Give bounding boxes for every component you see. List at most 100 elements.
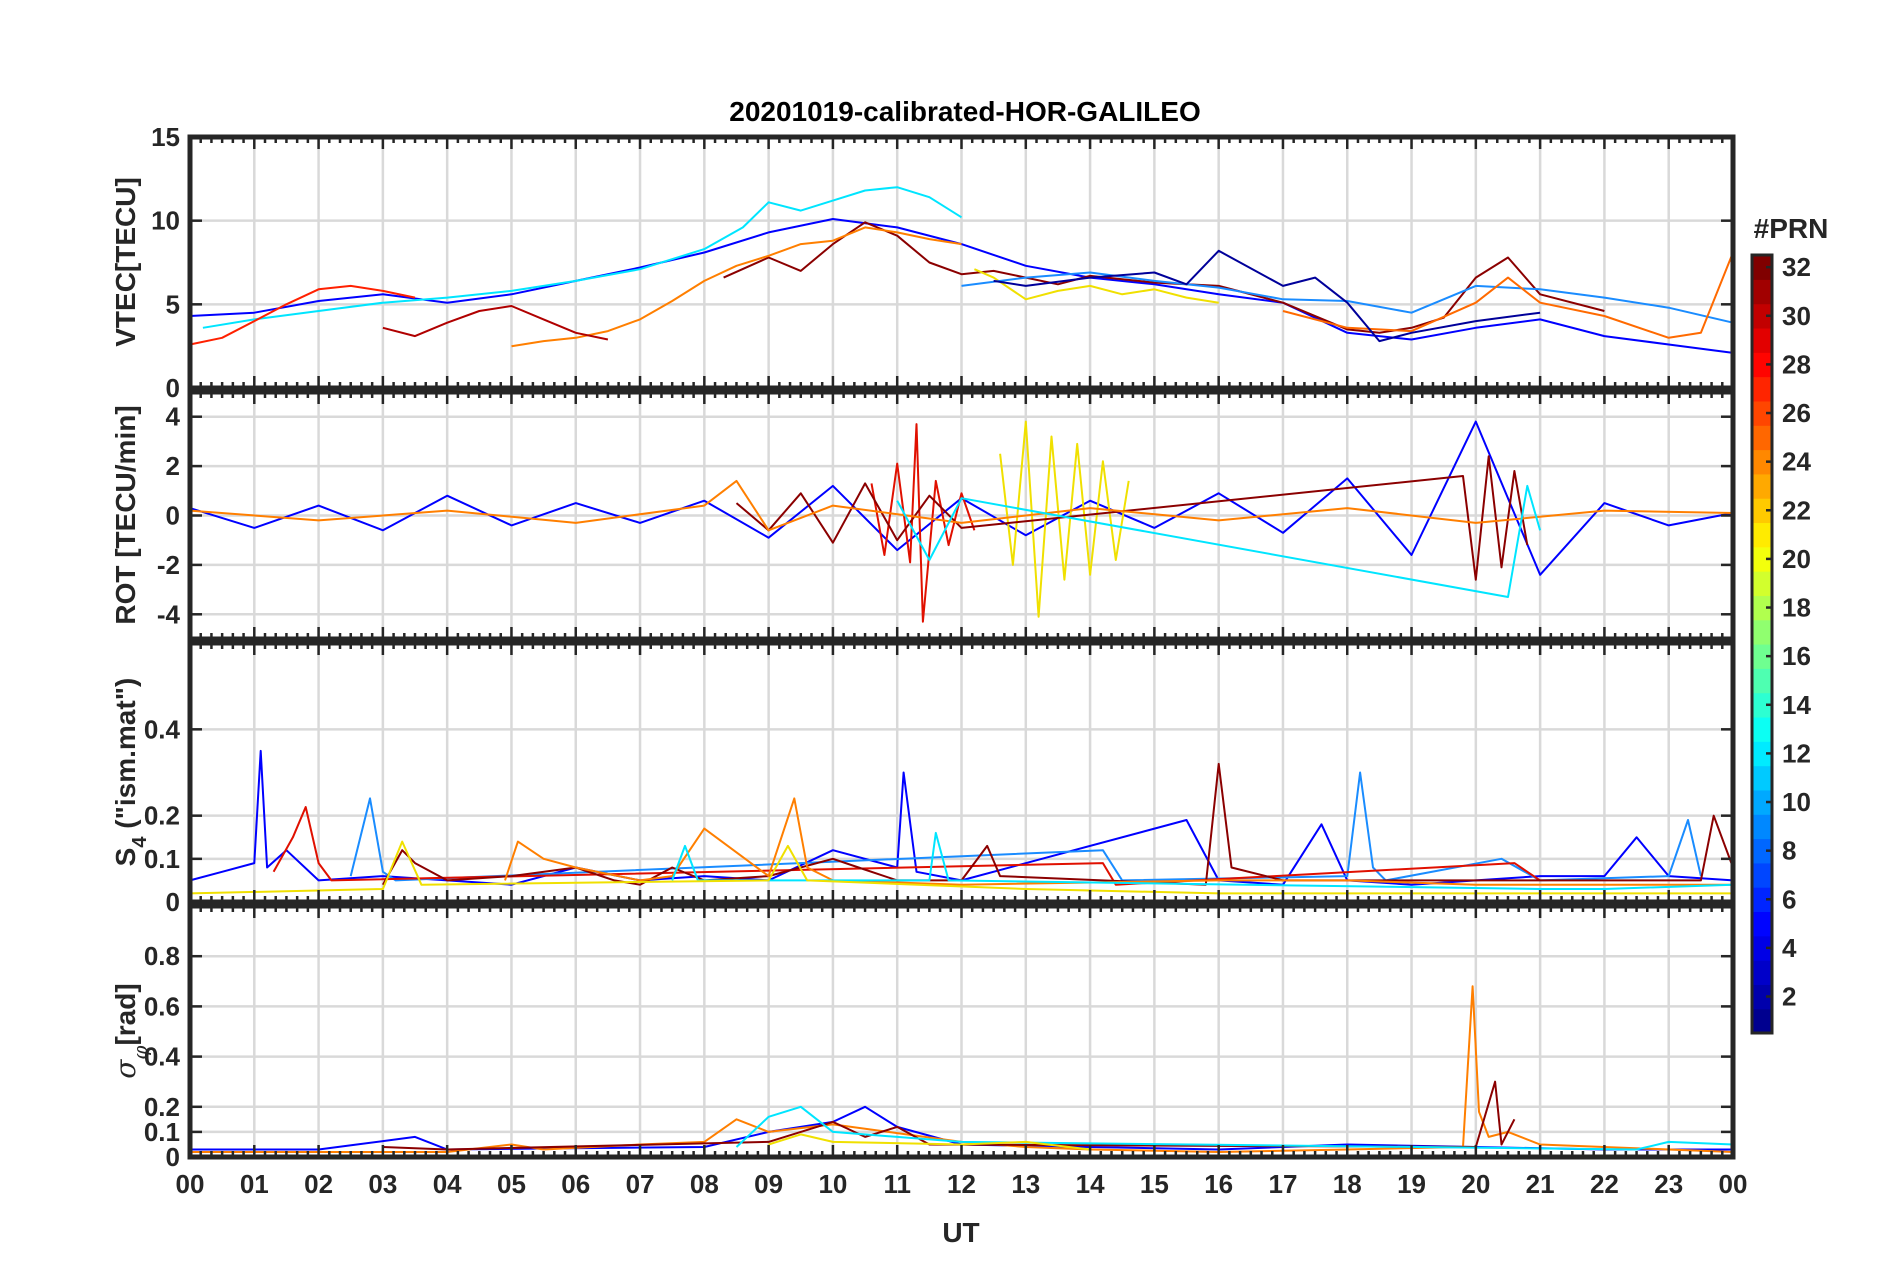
colorbar-band — [1752, 498, 1772, 524]
colorbar-band — [1752, 668, 1772, 694]
sigma-phi-y-tick-label: 0.1 — [144, 1117, 180, 1147]
colorbar-band — [1752, 376, 1772, 402]
colorbar-tick-label: 18 — [1782, 593, 1811, 623]
rot-series — [189, 420, 1734, 623]
x-tick-label: 14 — [1076, 1169, 1105, 1199]
colorbar-band — [1752, 887, 1772, 913]
x-tick-label: 04 — [433, 1169, 462, 1199]
vtec-axes-frame — [187, 134, 1736, 391]
sigma-phi-y-tick-label: 0.4 — [144, 1042, 181, 1072]
x-tick-label: 00 — [176, 1169, 205, 1199]
x-tick-label: 18 — [1333, 1169, 1362, 1199]
rot-panel: -4 -2 0 2 4 ROT [TECU/min] — [110, 389, 1736, 642]
sigma-phi-axes-frame — [187, 903, 1736, 1160]
x-axis-label: UT — [942, 1217, 979, 1248]
colorbar-band — [1752, 522, 1772, 548]
colorbar-band — [1752, 279, 1772, 305]
vtec-series-prn-2 — [993, 249, 1541, 343]
colorbar-band — [1752, 838, 1772, 864]
colorbar-band — [1752, 546, 1772, 572]
colorbar-tick-label: 22 — [1782, 495, 1811, 525]
x-tick-labels: 00 01 02 03 04 05 06 07 08 09 10 11 12 13 14 15 16 17 18 19… — [176, 1169, 1748, 1199]
x-tick-label: 06 — [561, 1169, 590, 1199]
rot-ticks: -4 -2 0 2 4 — [157, 392, 1735, 639]
sigma-phi-panel: 00.10.20.40.60.8 σφ[rad] — [109, 903, 1736, 1172]
colorbar-band — [1752, 400, 1772, 426]
vtec-y-tick-label: 10 — [151, 206, 180, 236]
x-tick-label: 22 — [1590, 1169, 1619, 1199]
s4-series-prn-11 — [671, 831, 1734, 890]
colorbar-band — [1752, 425, 1772, 451]
colorbar-tick-label: 28 — [1782, 349, 1811, 379]
sigma-phi-series-prn-21 — [768, 1133, 1091, 1151]
colorbar-band — [1752, 644, 1772, 669]
x-tick-label: 09 — [754, 1169, 783, 1199]
colorbar-tick-label: 26 — [1782, 398, 1811, 428]
vtec-y-label: VTEC[TECU] — [110, 177, 141, 347]
rot-grid — [190, 392, 1733, 639]
s4-series-prn-21 — [189, 840, 1733, 895]
s4-series-prn-31 — [382, 762, 1734, 886]
x-tick-label: 21 — [1526, 1169, 1555, 1199]
colorbar-band — [1752, 327, 1772, 353]
s4-panel: 0 0.1 0.2 0.4 S4 ("ism.mat") — [110, 640, 1736, 917]
x-tick-label: 01 — [240, 1169, 269, 1199]
colorbar-tick-label: 24 — [1782, 447, 1811, 477]
colorbar-band — [1752, 449, 1772, 475]
vtec-series-prn-11 — [202, 186, 963, 329]
colorbar-band — [1752, 473, 1772, 499]
vtec-y-tick-label: 0 — [166, 373, 180, 403]
s4-series-prn-24 — [504, 797, 1733, 886]
x-tick-label: 13 — [1011, 1169, 1040, 1199]
vtec-y-tick-label: 5 — [166, 289, 180, 319]
colorbar-band — [1752, 862, 1772, 888]
x-tick-label: 02 — [304, 1169, 333, 1199]
colorbar-tick-label: 16 — [1782, 641, 1811, 671]
vtec-ticks: 0 5 10 15 — [151, 122, 1735, 403]
colorbar-band — [1752, 765, 1772, 791]
colorbar-band — [1752, 255, 1772, 280]
x-tick-label: 17 — [1268, 1169, 1297, 1199]
rot-y-tick-label: -4 — [157, 599, 181, 629]
x-tick-label: 11 — [883, 1169, 911, 1199]
vtec-series-prn-24 — [511, 226, 962, 348]
colorbar-band — [1752, 352, 1772, 378]
colorbar-tick-label: 20 — [1782, 544, 1811, 574]
vtec-grid — [190, 137, 1733, 388]
sigma-phi-y-tick-label: 0 — [166, 1142, 180, 1172]
vtec-series-prn-9 — [961, 271, 1734, 324]
rot-y-tick-label: -2 — [157, 550, 180, 580]
vtec-series-prn-30 — [382, 305, 609, 341]
vtec-series — [189, 186, 1734, 354]
s4-series-prn-9 — [349, 771, 1702, 882]
colorbar-band — [1752, 595, 1772, 621]
colorbar-band — [1752, 303, 1772, 329]
s4-axes-frame — [187, 640, 1736, 905]
colorbar-tick-label: 4 — [1782, 933, 1797, 963]
sigma-phi-y-tick-label: 0.2 — [144, 1092, 180, 1122]
colorbar-band — [1752, 814, 1772, 840]
x-tick-label: 19 — [1397, 1169, 1426, 1199]
colorbar-tick-label: 30 — [1782, 301, 1811, 331]
colorbar-band — [1752, 789, 1772, 815]
s4-y-tick-label: 0.1 — [144, 844, 180, 874]
rot-axes-frame — [187, 389, 1736, 642]
colorbar-frame — [1750, 253, 1774, 1035]
sigma-phi-grid — [190, 906, 1733, 1157]
colorbar-tick-label: 14 — [1782, 690, 1811, 720]
x-tick-label: 15 — [1140, 1169, 1169, 1199]
colorbar-tick-label: 32 — [1782, 252, 1811, 282]
s4-y-tick-label: 0.4 — [144, 714, 181, 744]
x-tick-label: 16 — [1204, 1169, 1233, 1199]
x-tick-label: 20 — [1461, 1169, 1490, 1199]
vtec-series-prn-27 — [189, 284, 416, 346]
colorbar-tick-label: 10 — [1782, 787, 1811, 817]
colorbar-band — [1752, 911, 1772, 937]
rot-series-prn-24 — [189, 479, 1734, 532]
rot-series-prn-21 — [999, 420, 1130, 618]
rot-series-prn-27 — [870, 423, 976, 623]
x-tick-label: 10 — [818, 1169, 847, 1199]
